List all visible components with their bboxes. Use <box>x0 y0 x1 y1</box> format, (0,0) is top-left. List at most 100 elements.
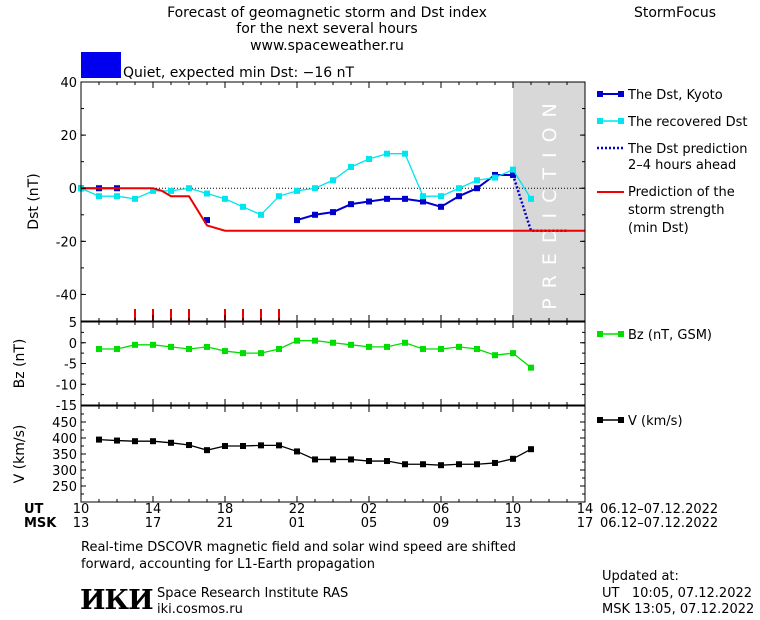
time-axis-ticks: 10 14 18 22 02 06 10 14 13 17 21 01 05 09 13 17 <box>73 502 594 531</box>
ut-tick-label: 02 <box>361 502 378 517</box>
the-recovered-dst-point <box>258 211 264 218</box>
dst-ytick-label: 40 <box>60 76 77 91</box>
v-km-s-point <box>420 461 426 468</box>
bz-y-axis: 5 0 -5 -10 -15 <box>56 316 586 414</box>
note-line1: Real-time DSCOVR magnetic field and sola… <box>81 540 516 555</box>
legend-bz-marker <box>597 331 603 337</box>
the-dst-kyoto-point <box>456 193 462 200</box>
the-recovered-dst-point <box>492 174 498 181</box>
v-km-s-point <box>438 462 444 469</box>
v-km-s-point <box>114 437 120 444</box>
legend-strength-line2: storm strength <box>628 203 725 218</box>
legend-strength-line1: Prediction of the <box>628 185 735 200</box>
legend-recovered-marker <box>618 118 624 124</box>
dst-ytick-label: 0 <box>69 182 77 197</box>
chart-title-line2: for the next several hours <box>236 21 417 37</box>
the-dst-kyoto-point <box>420 198 426 205</box>
series-the-recovered-dst <box>78 150 534 218</box>
msk-tick-label: 01 <box>289 516 306 531</box>
the-dst-kyoto-point <box>348 201 354 208</box>
dst-series-layer <box>78 150 585 321</box>
bz-nt-gsm-point <box>348 341 354 348</box>
msk-tick-label: 17 <box>577 516 594 531</box>
bz-ytick-label: -15 <box>56 399 77 414</box>
v-km-s-point <box>456 461 462 468</box>
msk-tick-label: 09 <box>433 516 450 531</box>
series-the-dst-kyoto <box>78 171 516 224</box>
v-km-s-point <box>366 458 372 465</box>
the-recovered-dst-point <box>168 187 174 194</box>
bz-plot-frame <box>80 321 586 406</box>
v-ytick-label: 300 <box>52 464 77 479</box>
v-km-s-point <box>240 443 246 449</box>
the-recovered-dst-point <box>330 177 336 184</box>
the-recovered-dst-point <box>528 195 534 202</box>
legend: The Dst, Kyoto The recovered Dst The Dst… <box>597 88 748 429</box>
v-ytick-label: 350 <box>52 448 77 463</box>
v-km-s-point <box>186 442 192 449</box>
prediction-label: PREDICTION <box>539 93 561 310</box>
v-ytick-label: 450 <box>52 416 77 431</box>
bz-nt-gsm-point <box>312 337 318 344</box>
legend-prediction-line2: 2–4 hours ahead <box>628 158 736 173</box>
bz-series-layer <box>96 337 534 371</box>
v-km-s-point <box>402 461 408 468</box>
v-km-s-point <box>168 439 174 446</box>
bz-nt-gsm-line <box>99 340 532 369</box>
the-dst-kyoto-point <box>330 209 336 216</box>
legend-bz-marker <box>618 331 624 337</box>
source-url[interactable]: www.spaceweather.ru <box>250 38 404 54</box>
v-km-s-point <box>474 461 480 468</box>
v-km-s-point <box>348 456 354 463</box>
date-range-msk: 06.12–07.12.2022 <box>600 516 718 531</box>
dst-ytick-label: -40 <box>56 288 77 303</box>
v-km-s-point <box>384 458 390 465</box>
prediction-of-the-storm-strength-min-dst-line <box>81 187 585 232</box>
the-recovered-dst-point <box>402 150 408 157</box>
dst-ytick-label: -20 <box>56 235 77 250</box>
bz-nt-gsm-point <box>96 345 102 352</box>
ut-tick-label: 14 <box>145 502 162 517</box>
bz-ytick-label: 5 <box>69 316 77 331</box>
institute-site[interactable]: iki.cosmos.ru <box>157 602 243 617</box>
ut-tick-label: 22 <box>289 502 306 517</box>
v-km-s-point <box>330 456 336 463</box>
bz-nt-gsm-point <box>474 345 480 352</box>
v-km-s-point <box>258 442 264 449</box>
bz-nt-gsm-point <box>492 352 498 359</box>
ut-tick-label: 14 <box>577 502 594 517</box>
series-v-km-s <box>96 436 534 469</box>
v-km-s-point <box>150 438 156 445</box>
the-recovered-dst-point <box>114 193 120 200</box>
note-line2: forward, accounting for L1-Earth propaga… <box>81 557 375 572</box>
v-ytick-label: 250 <box>52 480 77 495</box>
dst-y-axis-label: Dst (nT) <box>26 173 42 229</box>
bz-ytick-label: -10 <box>56 378 77 393</box>
v-ytick-label: 400 <box>52 432 77 447</box>
legend-recovered: The recovered Dst <box>627 115 747 130</box>
bz-nt-gsm-point <box>168 343 174 350</box>
status-swatch <box>81 52 121 78</box>
the-recovered-dst-point <box>348 163 354 170</box>
the-dst-kyoto-point <box>402 195 408 202</box>
legend-dst: The Dst, Kyoto <box>627 88 723 103</box>
the-recovered-dst-point <box>240 203 246 210</box>
bz-nt-gsm-point <box>384 343 390 350</box>
bz-y-axis-label: Bz (nT) <box>12 339 28 389</box>
legend-bz: Bz (nT, GSM) <box>628 328 712 343</box>
bz-nt-gsm-point <box>114 345 120 352</box>
ut-row-label: UT <box>24 502 44 517</box>
the-recovered-dst-point <box>420 193 426 200</box>
legend-v-marker <box>618 417 624 423</box>
the-recovered-dst-point <box>96 193 102 200</box>
institute-name: Space Research Institute RAS <box>157 586 348 601</box>
bz-nt-gsm-point <box>150 341 156 348</box>
the-recovered-dst-point <box>384 150 390 157</box>
v-km-s-point <box>312 456 318 463</box>
chart-title-line1: Forecast of geomagnetic storm and Dst in… <box>167 5 487 21</box>
prediction-region <box>513 82 585 321</box>
iki-logo: ИКИ <box>80 585 153 616</box>
